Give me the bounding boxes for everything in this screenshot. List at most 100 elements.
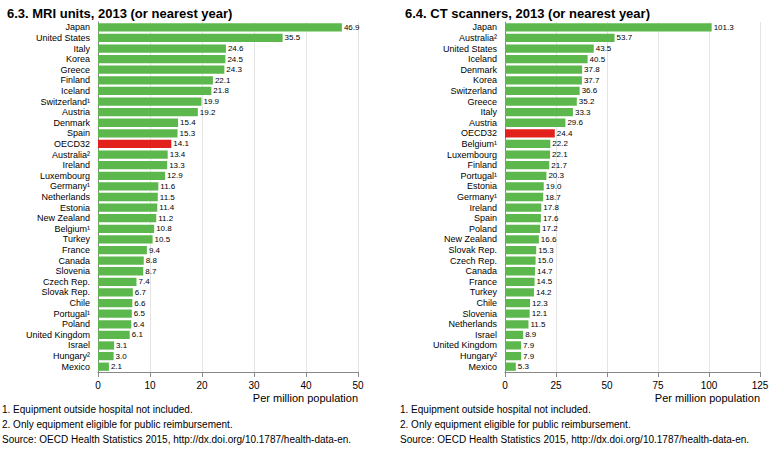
svg-text:Belgium¹: Belgium¹ [54,224,90,234]
svg-text:Australia²: Australia² [459,33,497,43]
svg-text:17.2: 17.2 [542,224,558,233]
svg-text:0: 0 [502,380,508,391]
svg-text:53.7: 53.7 [617,33,633,42]
svg-text:Mexico: Mexico [468,362,497,372]
svg-text:12.3: 12.3 [532,299,548,308]
svg-text:35.2: 35.2 [579,97,595,106]
svg-text:2. Only equipment eligible for: 2. Only equipment eligible for public re… [2,419,233,430]
svg-text:Netherlands: Netherlands [41,192,90,202]
svg-text:15.3: 15.3 [538,246,554,255]
svg-text:6.5: 6.5 [134,309,146,318]
svg-text:Korea: Korea [473,75,497,85]
svg-text:125: 125 [752,380,769,391]
svg-text:Greece: Greece [467,97,497,107]
svg-text:29.6: 29.6 [567,118,583,127]
svg-text:21.8: 21.8 [213,86,229,95]
svg-text:Source: OECD Health Statistics: Source: OECD Health Statistics 2015, htt… [400,434,749,445]
svg-text:7.4: 7.4 [138,277,150,286]
svg-text:Chile: Chile [476,298,497,308]
svg-text:33.3: 33.3 [575,108,591,117]
svg-text:6.4. CT scanners, 2013 (or nea: 6.4. CT scanners, 2013 (or nearest year) [405,6,650,21]
svg-text:14.1: 14.1 [173,139,189,148]
svg-text:Czech Rep.: Czech Rep. [43,277,90,287]
svg-text:Australia²: Australia² [52,150,90,160]
svg-text:Japan: Japan [65,22,90,32]
svg-text:46.9: 46.9 [344,23,360,32]
svg-text:Estonia: Estonia [467,181,497,191]
svg-text:22.2: 22.2 [552,139,568,148]
svg-text:Mexico: Mexico [61,362,90,372]
svg-text:15.0: 15.0 [538,256,554,265]
svg-text:Spain: Spain [474,213,497,223]
svg-text:5.3: 5.3 [518,362,530,371]
svg-text:Slovenia: Slovenia [55,266,90,276]
svg-text:30: 30 [248,380,260,391]
svg-text:75: 75 [652,380,664,391]
svg-text:Portugal¹: Portugal¹ [53,309,90,319]
svg-text:40.5: 40.5 [590,55,606,64]
svg-text:Luxembourg: Luxembourg [40,171,90,181]
svg-text:1. Equipment outside hospital: 1. Equipment outside hospital not includ… [2,404,193,415]
svg-text:13.3: 13.3 [169,161,185,170]
svg-text:19.9: 19.9 [203,97,219,106]
svg-text:10.5: 10.5 [155,235,171,244]
svg-text:Turkey: Turkey [470,287,498,297]
svg-text:37.7: 37.7 [584,76,600,85]
svg-text:15.3: 15.3 [180,129,196,138]
svg-text:37.8: 37.8 [584,65,600,74]
svg-text:Canada: Canada [465,266,497,276]
svg-text:16.6: 16.6 [541,235,557,244]
svg-text:14.7: 14.7 [537,267,553,276]
svg-text:New Zealand: New Zealand [444,234,497,244]
svg-text:14.2: 14.2 [536,288,552,297]
svg-text:22.1: 22.1 [552,150,568,159]
svg-text:100: 100 [701,380,718,391]
svg-text:Germany¹: Germany¹ [457,192,497,202]
svg-text:7.9: 7.9 [523,352,535,361]
svg-text:8.7: 8.7 [145,267,157,276]
svg-text:24.6: 24.6 [228,44,244,53]
svg-text:6.3. MRI units, 2013 (or neare: 6.3. MRI units, 2013 (or nearest year) [7,6,232,21]
svg-text:10.8: 10.8 [156,224,172,233]
svg-text:Poland: Poland [469,224,497,234]
svg-text:24.4: 24.4 [557,129,573,138]
svg-text:France: France [469,277,497,287]
svg-text:Slovak Rep.: Slovak Rep. [41,287,90,297]
svg-text:Czech Rep.: Czech Rep. [450,256,497,266]
svg-text:36.6: 36.6 [582,86,598,95]
svg-text:Denmark: Denmark [53,118,90,128]
svg-text:40: 40 [300,380,312,391]
svg-text:11.5: 11.5 [160,193,176,202]
svg-text:Ireland: Ireland [62,160,90,170]
svg-text:Switzerland¹: Switzerland¹ [40,97,90,107]
svg-text:20: 20 [196,380,208,391]
svg-text:Italy: Italy [73,44,90,54]
svg-text:Source: OECD Health Statistics: Source: OECD Health Statistics 2015, htt… [2,434,351,445]
svg-text:101.3: 101.3 [714,23,735,32]
svg-text:OECD32: OECD32 [54,139,90,149]
svg-text:43.5: 43.5 [596,44,612,53]
svg-text:15.4: 15.4 [180,118,196,127]
svg-text:11.2: 11.2 [158,214,174,223]
svg-text:Spain: Spain [67,128,90,138]
svg-text:6.7: 6.7 [135,288,147,297]
svg-text:13.4: 13.4 [170,150,186,159]
svg-text:Netherlands: Netherlands [448,319,497,329]
svg-text:Per million population: Per million population [655,392,760,404]
svg-text:Estonia: Estonia [60,203,90,213]
svg-text:Korea: Korea [66,54,90,64]
svg-text:20.3: 20.3 [548,171,564,180]
svg-text:Chile: Chile [69,298,90,308]
svg-text:Hungary²: Hungary² [460,351,497,361]
svg-text:Italy: Italy [480,107,497,117]
svg-text:3.0: 3.0 [116,352,128,361]
svg-text:Ireland: Ireland [469,203,497,213]
svg-text:2.1: 2.1 [111,362,123,371]
svg-text:35.5: 35.5 [285,33,301,42]
svg-text:Canada: Canada [58,256,90,266]
svg-text:7.9: 7.9 [523,341,535,350]
svg-text:Iceland: Iceland [468,54,497,64]
svg-text:14.5: 14.5 [537,277,553,286]
svg-text:Turkey: Turkey [63,234,91,244]
svg-text:3.1: 3.1 [116,341,128,350]
